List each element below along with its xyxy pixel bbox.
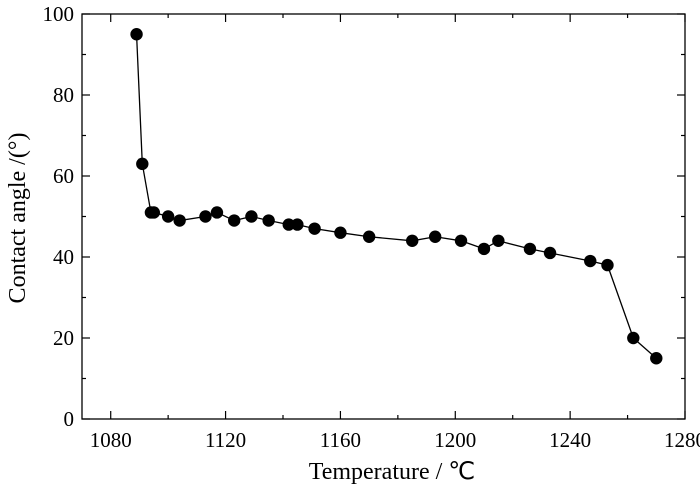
y-tick-label: 100 xyxy=(43,2,75,26)
data-point xyxy=(210,206,224,219)
data-point xyxy=(492,234,505,247)
x-tick-label: 1240 xyxy=(549,428,591,452)
data-point xyxy=(454,234,468,247)
data-point xyxy=(543,246,557,260)
data-point xyxy=(406,234,419,247)
y-tick-label: 80 xyxy=(53,83,74,107)
data-point xyxy=(477,242,491,256)
data-point xyxy=(601,258,614,272)
data-point xyxy=(199,210,212,223)
data-point xyxy=(130,28,143,41)
y-tick-label: 40 xyxy=(53,245,74,269)
data-point xyxy=(650,352,663,365)
data-point xyxy=(627,331,640,345)
data-point xyxy=(334,226,347,239)
data-point xyxy=(362,230,376,243)
data-point xyxy=(262,214,275,227)
data-point xyxy=(161,210,175,223)
data-point xyxy=(523,242,537,256)
x-tick-label: 1160 xyxy=(320,428,361,452)
data-point xyxy=(147,206,160,219)
series-line xyxy=(135,34,657,359)
data-point xyxy=(282,218,295,231)
y-axis-title: Contact angle /(°) xyxy=(5,133,31,304)
x-tick-label: 1080 xyxy=(90,428,132,452)
data-point xyxy=(173,214,186,227)
data-point xyxy=(245,210,258,223)
data-point xyxy=(227,214,241,227)
data-point xyxy=(136,157,149,171)
x-tick-label: 1200 xyxy=(434,428,476,452)
y-tick-label: 20 xyxy=(53,326,74,350)
y-tick-label: 60 xyxy=(53,164,74,188)
y-tick-label: 0 xyxy=(64,407,75,431)
data-point xyxy=(308,222,321,235)
data-point xyxy=(428,230,442,243)
x-tick-label: 1120 xyxy=(205,428,246,452)
x-axis-title: Temperature / ℃ xyxy=(309,459,476,485)
data-point xyxy=(291,218,304,231)
data-point xyxy=(584,254,597,268)
